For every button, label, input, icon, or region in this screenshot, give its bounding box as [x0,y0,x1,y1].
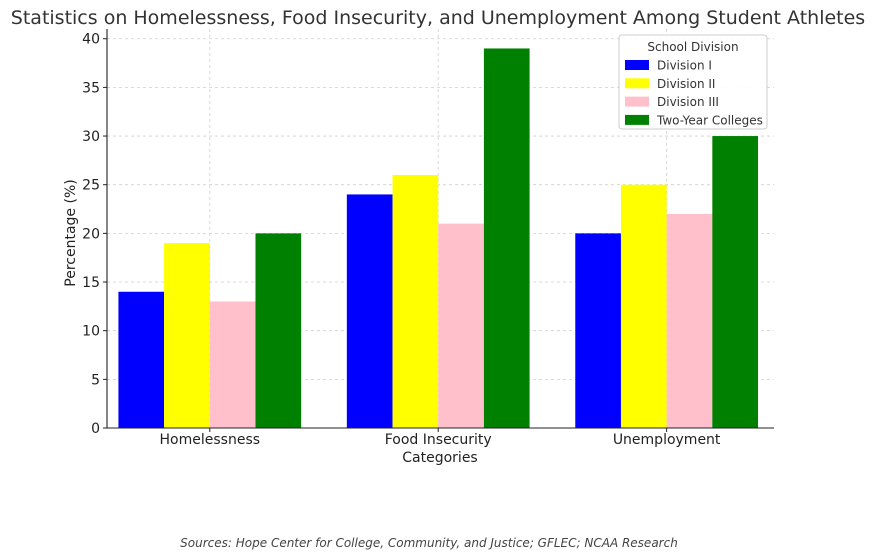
legend-label: Division II [657,77,715,91]
bar [392,174,439,428]
legend-swatch [625,96,649,107]
x-tick-label: Unemployment [613,432,721,448]
y-tick-label: 25 [82,178,100,194]
source-note: Sources: Hope Center for College, Commun… [180,536,678,550]
y-tick-label: 15 [82,275,100,291]
y-tick-label: 30 [82,129,100,145]
y-axis-ticks: 0 5 10 15 20 25 30 35 40 [82,32,107,437]
y-axis-label: Percentage (%) [63,179,79,286]
legend-swatch [625,114,649,125]
x-axis-ticks: Homelessness Food Insecurity Unemployment [160,428,721,448]
x-tick-label: Homelessness [160,432,261,448]
bar [575,233,621,428]
legend-label: Division III [657,95,719,109]
bar [209,301,256,428]
y-tick-label: 35 [82,80,100,96]
legend-swatch [625,60,649,70]
bar [712,136,759,429]
bar [118,291,165,428]
y-tick-label: 20 [82,226,100,242]
y-tick-label: 40 [82,32,100,48]
chart-title: Statistics on Homelessness, Food Insecur… [11,7,865,29]
y-tick-label: 10 [82,324,100,340]
bar [666,213,713,428]
axes [106,29,774,429]
y-tick-label: 0 [91,421,100,437]
x-tick-label: Food Insecurity [385,432,492,448]
bars [118,48,759,429]
legend-title: School Division [647,40,738,54]
bar [438,223,484,428]
legend-label: Two-Year Colleges [656,113,763,127]
bar [620,184,667,428]
legend-items: Division I Division II Division III Two-Yea… [625,59,763,127]
x-axis-label: Categories [402,450,477,466]
y-tick-label: 5 [91,372,100,388]
bar [346,194,393,428]
legend-swatch [625,78,649,89]
bar [255,233,302,428]
legend-label: Division I [657,59,712,73]
bar [483,48,530,429]
bar [164,243,210,428]
legend-box [618,34,768,130]
